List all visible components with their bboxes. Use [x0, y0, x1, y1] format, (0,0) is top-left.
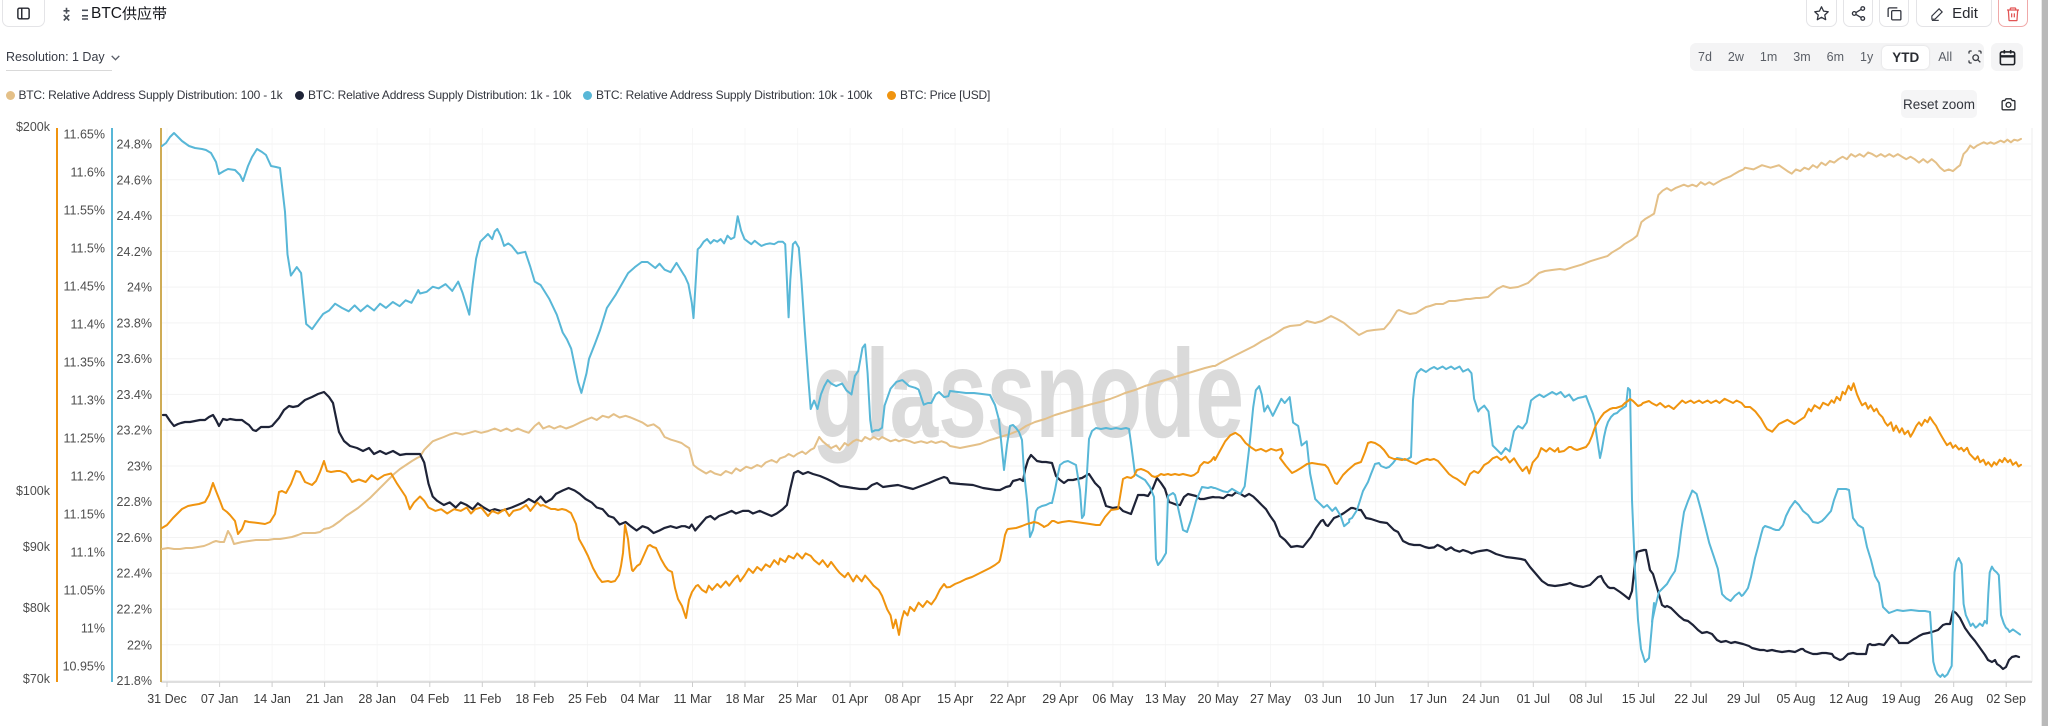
svg-text:03 Jun: 03 Jun	[1304, 692, 1342, 706]
svg-text:28 Jan: 28 Jan	[358, 692, 396, 706]
svg-text:04 Feb: 04 Feb	[410, 692, 449, 706]
svg-text:11.25%: 11.25%	[64, 432, 105, 446]
svg-text:01 Apr: 01 Apr	[832, 692, 868, 706]
svg-text:10 Jun: 10 Jun	[1357, 692, 1395, 706]
svg-text:24%: 24%	[127, 281, 152, 295]
svg-text:22 Jul: 22 Jul	[1674, 692, 1707, 706]
svg-text:22.2%: 22.2%	[117, 603, 152, 617]
svg-text:$80k: $80k	[23, 601, 51, 615]
svg-text:23.6%: 23.6%	[117, 352, 152, 366]
svg-text:23.8%: 23.8%	[117, 316, 152, 330]
svg-text:24.8%: 24.8%	[117, 138, 152, 152]
svg-text:11.4%: 11.4%	[70, 318, 105, 332]
svg-text:02 Sep: 02 Sep	[1986, 692, 2026, 706]
svg-text:24.4%: 24.4%	[117, 209, 152, 223]
svg-text:19 Aug: 19 Aug	[1882, 692, 1921, 706]
svg-text:29 Apr: 29 Apr	[1042, 692, 1078, 706]
svg-text:21.8%: 21.8%	[117, 674, 152, 688]
svg-text:25 Feb: 25 Feb	[568, 692, 607, 706]
svg-text:11.2%: 11.2%	[70, 470, 105, 484]
svg-text:31 Dec: 31 Dec	[147, 692, 187, 706]
svg-text:12 Aug: 12 Aug	[1829, 692, 1868, 706]
svg-text:11%: 11%	[81, 622, 105, 636]
svg-text:20 May: 20 May	[1198, 692, 1240, 706]
svg-text:29 Jul: 29 Jul	[1727, 692, 1760, 706]
svg-text:23.4%: 23.4%	[117, 388, 152, 402]
svg-text:24.6%: 24.6%	[117, 173, 152, 187]
svg-text:25 Mar: 25 Mar	[778, 692, 817, 706]
svg-text:11.05%: 11.05%	[64, 584, 105, 598]
svg-text:27 May: 27 May	[1250, 692, 1292, 706]
svg-text:11 Mar: 11 Mar	[674, 692, 712, 706]
svg-text:01 Jul: 01 Jul	[1517, 692, 1550, 706]
svg-text:11.6%: 11.6%	[70, 166, 105, 180]
svg-text:17 Jun: 17 Jun	[1409, 692, 1447, 706]
svg-text:18 Feb: 18 Feb	[515, 692, 554, 706]
svg-text:$70k: $70k	[23, 672, 51, 686]
svg-text:11.3%: 11.3%	[70, 394, 105, 408]
svg-text:$200k: $200k	[16, 120, 51, 134]
svg-text:glassnode: glassnode	[812, 325, 1244, 464]
svg-text:23%: 23%	[127, 459, 152, 473]
svg-text:15 Apr: 15 Apr	[937, 692, 973, 706]
svg-text:07 Jan: 07 Jan	[201, 692, 239, 706]
svg-text:15 Jul: 15 Jul	[1622, 692, 1655, 706]
svg-text:22.8%: 22.8%	[117, 495, 152, 509]
svg-text:10.95%: 10.95%	[63, 660, 105, 674]
svg-text:23.2%: 23.2%	[117, 424, 152, 438]
svg-text:05 Aug: 05 Aug	[1777, 692, 1816, 706]
svg-text:11.45%: 11.45%	[64, 280, 105, 294]
svg-text:22.6%: 22.6%	[117, 531, 152, 545]
svg-text:$100k: $100k	[16, 484, 51, 498]
svg-text:11.35%: 11.35%	[64, 356, 105, 370]
svg-text:04 Mar: 04 Mar	[621, 692, 660, 706]
svg-text:11 Feb: 11 Feb	[463, 692, 501, 706]
svg-text:24.2%: 24.2%	[117, 245, 152, 259]
svg-text:13 May: 13 May	[1145, 692, 1187, 706]
svg-text:14 Jan: 14 Jan	[253, 692, 291, 706]
svg-text:11.15%: 11.15%	[64, 508, 105, 522]
svg-text:18 Mar: 18 Mar	[726, 692, 765, 706]
svg-text:08 Jul: 08 Jul	[1569, 692, 1602, 706]
svg-text:22.4%: 22.4%	[117, 567, 152, 581]
svg-text:11.65%: 11.65%	[64, 128, 105, 142]
svg-text:24 Jun: 24 Jun	[1462, 692, 1500, 706]
svg-text:06 May: 06 May	[1092, 692, 1134, 706]
svg-text:22 Apr: 22 Apr	[990, 692, 1026, 706]
svg-text:08 Apr: 08 Apr	[885, 692, 921, 706]
svg-text:22%: 22%	[127, 638, 152, 652]
svg-text:11.55%: 11.55%	[64, 204, 105, 218]
svg-text:11.5%: 11.5%	[70, 242, 105, 256]
svg-text:11.1%: 11.1%	[70, 546, 105, 560]
svg-text:26 Aug: 26 Aug	[1934, 692, 1973, 706]
svg-text:21 Jan: 21 Jan	[306, 692, 344, 706]
svg-text:$90k: $90k	[23, 540, 51, 554]
